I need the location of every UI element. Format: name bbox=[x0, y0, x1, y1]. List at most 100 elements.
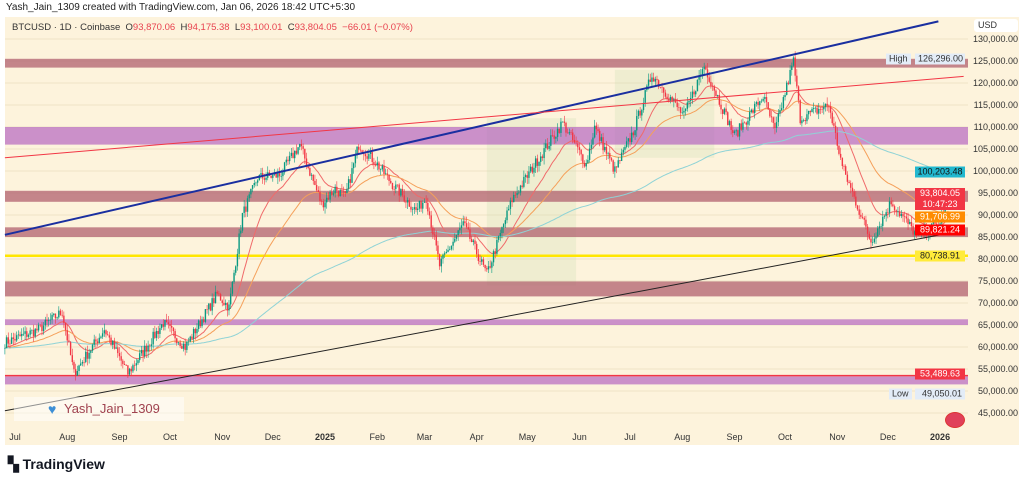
candle-body bbox=[775, 122, 778, 128]
candle-body bbox=[433, 234, 436, 236]
time-tick-label: Sep bbox=[111, 432, 128, 442]
candle-body bbox=[364, 154, 367, 157]
candle-body bbox=[523, 176, 525, 187]
candle-body bbox=[235, 266, 237, 273]
candle-body bbox=[748, 112, 751, 121]
candle-body bbox=[445, 251, 448, 254]
candle-body bbox=[199, 320, 202, 327]
candle-body bbox=[218, 293, 220, 295]
candle-body bbox=[322, 201, 325, 208]
candle-body bbox=[149, 345, 151, 347]
candle-body bbox=[548, 145, 550, 149]
candle-body bbox=[133, 365, 136, 366]
candle-body bbox=[297, 147, 299, 154]
candle-body bbox=[209, 303, 212, 311]
candle-body bbox=[169, 324, 171, 327]
candle-body bbox=[809, 110, 812, 113]
candle-body bbox=[489, 266, 491, 268]
candle-body bbox=[897, 211, 899, 212]
candle-body bbox=[155, 330, 158, 338]
candle-body bbox=[787, 82, 790, 84]
candle-body bbox=[570, 132, 572, 133]
time-tick-label: Jul bbox=[9, 432, 21, 442]
candle-body bbox=[354, 155, 357, 164]
candle-body bbox=[475, 243, 478, 255]
candle-body bbox=[216, 291, 218, 294]
candle-body bbox=[41, 324, 43, 332]
candle-body bbox=[422, 202, 424, 209]
time-tick-label: Apr bbox=[469, 432, 484, 442]
symbol-label[interactable]: BTCUSD · 1D · Coinbase bbox=[12, 22, 121, 33]
price-tick-label: 120,000.00 bbox=[972, 78, 1018, 88]
time-tick-label: Jun bbox=[572, 432, 587, 442]
tradingview-logo[interactable]: ▚ TradingView bbox=[8, 456, 105, 473]
candle-body bbox=[838, 145, 840, 154]
candle-body bbox=[260, 173, 262, 175]
candle-body bbox=[632, 132, 635, 136]
candle-body bbox=[48, 320, 50, 322]
candle-body bbox=[4, 348, 6, 349]
candle-body bbox=[341, 189, 343, 191]
candle-body bbox=[272, 174, 274, 178]
candle-body bbox=[32, 329, 35, 337]
candle-body bbox=[659, 86, 662, 88]
candle-body bbox=[455, 235, 458, 239]
candle-body bbox=[642, 102, 645, 111]
candle-body bbox=[934, 222, 936, 224]
candle-body bbox=[159, 328, 161, 334]
candle-body bbox=[280, 176, 282, 177]
candle-body bbox=[400, 188, 402, 196]
candle-body bbox=[509, 200, 512, 209]
candle-body bbox=[14, 338, 16, 341]
candle-body bbox=[715, 90, 717, 97]
price-tick-label: 45,000.00 bbox=[977, 408, 1018, 418]
candle-body bbox=[460, 225, 463, 228]
candle-body bbox=[572, 132, 574, 140]
currency-button[interactable]: USD bbox=[974, 19, 1018, 32]
candle-body bbox=[935, 223, 938, 225]
candle-body bbox=[203, 319, 205, 322]
candle-body bbox=[590, 144, 592, 149]
candle-body bbox=[418, 200, 421, 209]
candle-body bbox=[221, 300, 223, 303]
candle-body bbox=[856, 205, 859, 210]
candle-body bbox=[902, 213, 904, 217]
price-tick-label: 95,000.00 bbox=[977, 188, 1018, 198]
candle-body bbox=[22, 333, 25, 335]
low-value: 93,100.01 bbox=[240, 22, 283, 33]
candle-body bbox=[654, 78, 656, 82]
candle-body bbox=[782, 97, 785, 109]
candle-body bbox=[344, 191, 346, 193]
candle-body bbox=[189, 336, 191, 342]
candle-body bbox=[663, 87, 665, 93]
candle-body bbox=[93, 339, 95, 345]
candle-body bbox=[661, 87, 663, 88]
candle-body bbox=[873, 238, 876, 243]
open-label: O bbox=[125, 22, 133, 33]
candle-body bbox=[339, 189, 341, 197]
candle-body bbox=[329, 191, 331, 200]
candle-body bbox=[566, 132, 569, 134]
candle-body bbox=[695, 91, 697, 95]
candle-body bbox=[63, 315, 65, 323]
candle-body bbox=[841, 157, 844, 167]
candle-body bbox=[85, 351, 87, 363]
candle-body bbox=[467, 227, 469, 230]
yellow-line-badge: 80,738.91 bbox=[915, 250, 965, 262]
us-flag-icon[interactable] bbox=[945, 412, 965, 428]
moving-average-200 bbox=[4, 130, 949, 349]
candle-body bbox=[588, 148, 591, 160]
candle-body bbox=[743, 122, 746, 124]
price-tick-label: 105,000.00 bbox=[972, 144, 1018, 154]
candle-body bbox=[563, 121, 566, 123]
low-value-tag: 49,050.01 bbox=[915, 388, 965, 400]
candle-body bbox=[103, 330, 106, 334]
candle-body bbox=[140, 349, 143, 354]
candle-body bbox=[875, 236, 877, 239]
candle-body bbox=[811, 108, 813, 113]
candle-body bbox=[31, 329, 33, 331]
candle-body bbox=[120, 356, 122, 361]
candle-body bbox=[427, 202, 429, 212]
candle-body bbox=[101, 333, 104, 337]
